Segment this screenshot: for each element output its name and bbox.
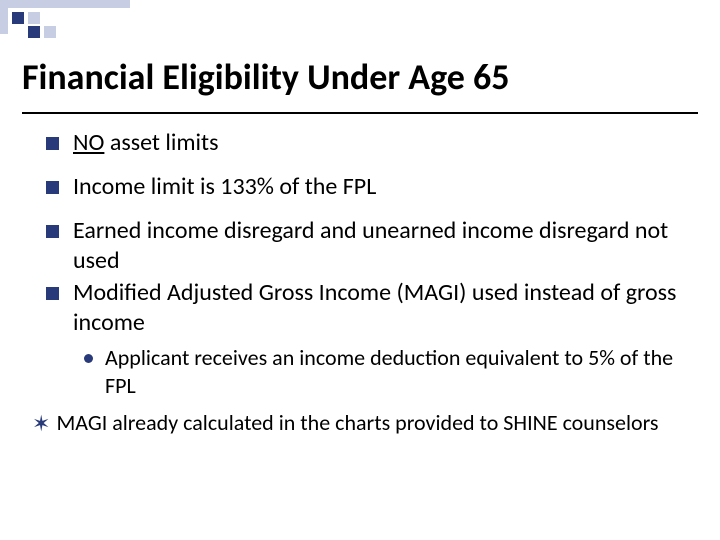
- note-item: ✶ MAGI already calculated in the charts …: [32, 409, 690, 437]
- bullet-text: Earned income disregard and unearned inc…: [73, 216, 690, 276]
- bullet-item: Earned income disregard and unearned inc…: [46, 216, 690, 276]
- star-icon: ✶: [32, 413, 50, 435]
- decor-square: [44, 26, 56, 38]
- decor-bar-top: [0, 0, 130, 8]
- square-bullet-icon: [46, 181, 59, 194]
- bullet-item: Modified Adjusted Gross Income (MAGI) us…: [46, 278, 690, 338]
- underlined-word: NO: [73, 128, 104, 157]
- bullet-item: NO asset limits: [46, 128, 690, 158]
- square-bullet-icon: [46, 287, 59, 300]
- note-text: MAGI already calculated in the charts pr…: [56, 409, 690, 437]
- bullet-item: Income limit is 133% of the FPL: [46, 172, 690, 202]
- content-area: NO asset limits Income limit is 133% of …: [46, 128, 690, 437]
- decor-square: [28, 26, 40, 38]
- slide-title: Financial Eligibility Under Age 65: [22, 58, 698, 98]
- square-bullet-icon: [46, 225, 59, 238]
- bullet-text: Modified Adjusted Gross Income (MAGI) us…: [73, 278, 690, 338]
- sub-bullet-text: Applicant receives an income deduction e…: [105, 344, 690, 399]
- decor-bar-left: [0, 0, 8, 34]
- bullet-text: NO asset limits: [73, 128, 690, 158]
- title-underline: [22, 112, 698, 114]
- corner-decor: [0, 0, 140, 40]
- bullet-rest: asset limits: [104, 128, 218, 157]
- decor-square: [12, 12, 24, 24]
- dot-bullet-icon: [84, 354, 93, 363]
- sub-bullet-item: Applicant receives an income deduction e…: [84, 344, 690, 399]
- square-bullet-icon: [46, 137, 59, 150]
- bullet-text: Income limit is 133% of the FPL: [73, 172, 690, 202]
- decor-square: [28, 12, 40, 24]
- slide: Financial Eligibility Under Age 65 NO as…: [0, 0, 720, 540]
